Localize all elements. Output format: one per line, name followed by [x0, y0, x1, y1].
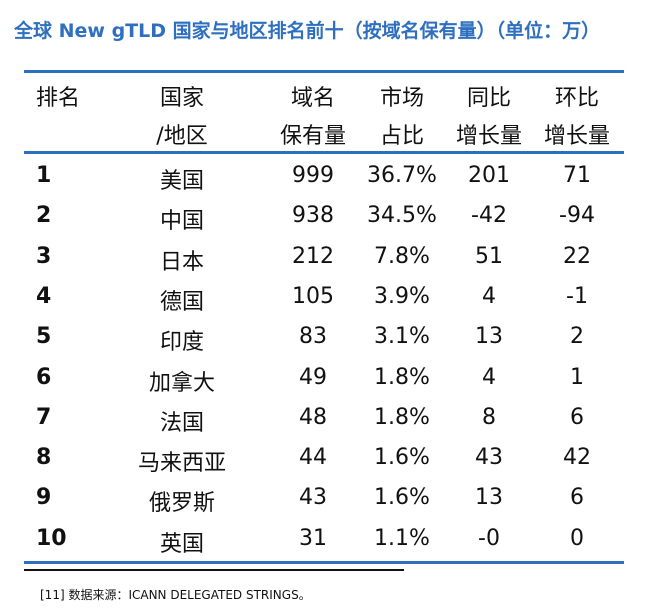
footnote-divider — [24, 569, 404, 571]
cell-mom: 42 — [563, 445, 591, 470]
bottom-rule — [24, 561, 624, 564]
cell-country: 印度 — [159, 330, 205, 355]
cell-mom: 1 — [570, 365, 584, 390]
header-holdings-line2: 保有量 — [279, 124, 347, 149]
cell-yoy: 13 — [475, 485, 503, 510]
cell-share: 1.6% — [374, 485, 430, 510]
cell-yoy: -42 — [471, 203, 507, 228]
cell-rank: 9 — [36, 485, 52, 510]
cell-share: 3.1% — [374, 324, 430, 349]
cell-mom: 71 — [563, 163, 591, 188]
cell-rank: 2 — [36, 203, 52, 228]
footnote: [11] 数据来源：ICANN DELEGATED STRINGS。 — [40, 588, 311, 602]
cell-holdings: 49 — [299, 365, 327, 390]
table-title: 全球 New gTLD 国家与地区排名前十（按域名保有量）（单位：万） — [14, 20, 601, 42]
cell-mom: -1 — [566, 284, 588, 309]
header-country-line2: /地区 — [156, 124, 208, 149]
cell-holdings: 105 — [292, 284, 334, 309]
cell-country: 加拿大 — [148, 371, 216, 396]
cell-country: 中国 — [159, 209, 205, 234]
header-yoy-line1: 同比 — [466, 86, 512, 111]
cell-holdings: 48 — [299, 405, 327, 430]
cell-mom: 0 — [570, 526, 584, 551]
cell-country: 英国 — [159, 532, 205, 557]
header-holdings-line1: 域名 — [290, 86, 336, 111]
cell-mom: 6 — [570, 405, 584, 430]
cell-country: 日本 — [159, 250, 205, 275]
header-share-line2: 占比 — [379, 124, 425, 149]
cell-rank: 5 — [36, 324, 52, 349]
cell-yoy: 201 — [468, 163, 510, 188]
cell-country: 德国 — [159, 290, 205, 315]
cell-share: 1.8% — [374, 405, 430, 430]
cell-country: 美国 — [159, 169, 205, 194]
cell-mom: -94 — [559, 203, 595, 228]
cell-share: 36.7% — [367, 163, 437, 188]
cell-share: 1.8% — [374, 365, 430, 390]
cell-yoy: 51 — [475, 244, 503, 269]
cell-yoy: 13 — [475, 324, 503, 349]
cell-yoy: -0 — [478, 526, 500, 551]
cell-rank: 8 — [36, 445, 52, 470]
cell-yoy: 4 — [482, 365, 496, 390]
cell-yoy: 43 — [475, 445, 503, 470]
cell-rank: 3 — [36, 244, 52, 269]
cell-rank: 10 — [36, 526, 67, 551]
cell-holdings: 999 — [292, 163, 334, 188]
header-mom-line2: 增长量 — [543, 124, 611, 149]
cell-share: 7.8% — [374, 244, 430, 269]
cell-mom: 2 — [570, 324, 584, 349]
cell-rank: 7 — [36, 405, 52, 430]
cell-holdings: 212 — [292, 244, 334, 269]
cell-holdings: 31 — [299, 526, 327, 551]
header-rule — [24, 151, 624, 154]
cell-rank: 1 — [36, 163, 52, 188]
cell-share: 34.5% — [367, 203, 437, 228]
top-rule — [24, 70, 624, 73]
cell-share: 1.6% — [374, 445, 430, 470]
cell-rank: 6 — [36, 365, 52, 390]
cell-mom: 6 — [570, 485, 584, 510]
cell-country: 法国 — [159, 411, 205, 436]
cell-country: 俄罗斯 — [148, 491, 216, 516]
cell-country: 马来西亚 — [137, 451, 227, 476]
cell-holdings: 938 — [292, 203, 334, 228]
header-yoy-line2: 增长量 — [455, 124, 523, 149]
cell-holdings: 43 — [299, 485, 327, 510]
cell-mom: 22 — [563, 244, 591, 269]
header-share-line1: 市场 — [379, 86, 425, 111]
cell-share: 1.1% — [374, 526, 430, 551]
cell-holdings: 44 — [299, 445, 327, 470]
header-rank: 排名 — [36, 86, 81, 111]
cell-rank: 4 — [36, 284, 52, 309]
cell-yoy: 4 — [482, 284, 496, 309]
cell-holdings: 83 — [299, 324, 327, 349]
cell-share: 3.9% — [374, 284, 430, 309]
header-mom-line1: 环比 — [554, 86, 600, 111]
cell-yoy: 8 — [482, 405, 496, 430]
header-country-line1: 国家 — [159, 86, 205, 111]
